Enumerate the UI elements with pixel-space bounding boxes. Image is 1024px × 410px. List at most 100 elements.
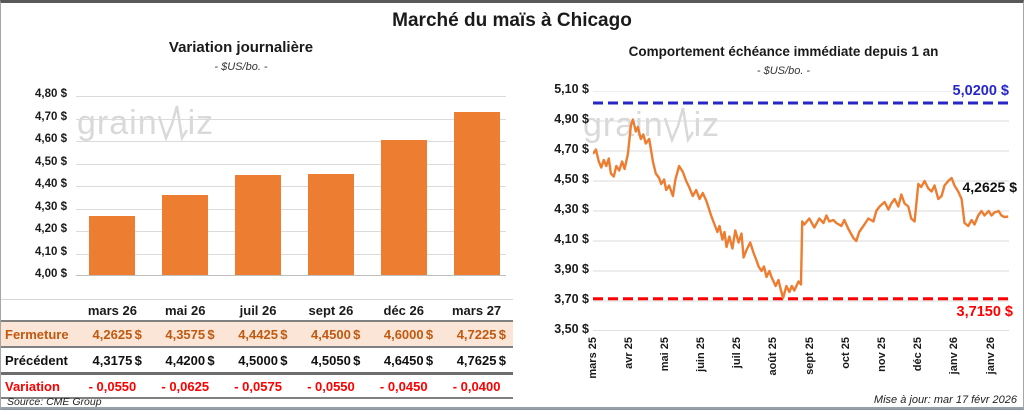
bar-y-tick-label: 4,00 $: [35, 268, 67, 280]
price-cell: - 0,0450: [367, 379, 440, 394]
price-cell: 4,6450 $: [367, 353, 440, 368]
price-cell: 4,7225 $: [440, 327, 513, 342]
price-value: 4,6000: [383, 326, 424, 342]
line-y-tick-label: 4,30 $: [554, 202, 589, 216]
line-x-tick-label: oct 25: [839, 337, 853, 374]
price-cell: 4,5050 $: [295, 353, 368, 368]
month-header-cell: mai 26: [165, 302, 206, 318]
line-chart-title: Comportement échéance immédiate depuis 1…: [628, 44, 939, 59]
price-value: 4,4200: [165, 352, 206, 368]
row-label-fermeture: Fermeture: [5, 326, 69, 342]
update-note: Mise à jour: mar 17 févr 2026: [873, 394, 1017, 406]
bar-sept 26[interactable]: [307, 173, 354, 275]
price-value: 4,3175: [92, 352, 133, 368]
table-row-fermeture: Fermeture 4,2625 $4,3575 $4,4425 $4,4500 $4,…: [1, 322, 513, 348]
bar-chart-title: Variation journalière: [168, 39, 314, 56]
bar-chart-plot-area: [76, 96, 513, 276]
watermark-text-grain: grain: [583, 106, 664, 144]
currency-symbol: $: [498, 352, 506, 368]
x-tick-text: juil 25: [731, 337, 744, 369]
price-series-line[interactable]: [591, 118, 1009, 300]
x-tick-text: oct 25: [839, 337, 852, 369]
price-value: 4,7625: [456, 352, 497, 368]
page-title: Marché du maïs à Chicago: [392, 10, 632, 31]
price-value: - 0,0550: [88, 378, 137, 394]
price-cell: 4,3575 $: [149, 327, 222, 342]
line-y-tick-label: 4,70 $: [554, 142, 589, 156]
bar-gridline: [76, 186, 506, 187]
line-x-tick-label: juin 25: [695, 337, 709, 377]
bar-gridline: [76, 118, 506, 120]
line-y-tick-label: 5,10 $: [554, 82, 589, 96]
line-x-tick-label: mars 25: [586, 337, 600, 384]
year-low-label: 3,7150 $: [956, 304, 1013, 320]
price-cell: 4,2625 $: [76, 327, 149, 342]
price-cell: 4,4200 $: [149, 353, 222, 368]
price-value: - 0,0550: [307, 378, 355, 394]
line-chart-plot-area: [591, 90, 1009, 332]
watermark-text-iz: iz: [187, 104, 215, 142]
bar-y-tick-label: 4,10 $: [35, 245, 67, 258]
grainwiz-watermark: grain iz: [583, 106, 720, 144]
price-value: - 0,0625: [161, 378, 210, 394]
x-tick-text: mai 25: [658, 337, 671, 372]
line-y-tick-label: 3,50 $: [554, 322, 589, 336]
grainwiz-watermark: grain iz: [77, 104, 214, 142]
bar-y-tick-label: 4,50 $: [35, 155, 67, 168]
month-header-cell: juil 26: [239, 302, 277, 318]
x-tick-text: avr 25: [622, 337, 635, 369]
line-chart-svg: [591, 90, 1009, 332]
bar-y-tick-label: 4,20 $: [35, 223, 67, 235]
bar-juil 26[interactable]: [235, 175, 282, 275]
currency-symbol: $: [207, 326, 215, 342]
currency-symbol: $: [134, 326, 142, 342]
currency-symbol: $: [425, 326, 434, 342]
line-y-tick-label: 4,50 $: [554, 172, 589, 186]
currency-symbol: $: [280, 326, 288, 342]
bar-gridline: [76, 141, 506, 142]
source-note: Source: CME Group: [7, 396, 102, 408]
line-x-tick-label: mai 25: [658, 337, 672, 376]
bar-axis-line: [76, 275, 506, 276]
watermark-zigzag-icon: [663, 107, 694, 144]
bar-mars 27[interactable]: [453, 112, 500, 275]
bar-mars 26[interactable]: [89, 215, 136, 275]
table-row-variation: Variation - 0,0550 - 0,0625 - 0,0575 - 0,05…: [1, 375, 513, 399]
line-x-tick-label: déc 25: [912, 337, 926, 376]
price-value: - 0,0400: [452, 378, 501, 394]
currency-symbol: $: [353, 326, 361, 342]
x-tick-text: nov 25: [876, 337, 888, 372]
month-header-cell: sept 26: [308, 302, 354, 318]
bar-gridline: [76, 163, 506, 165]
line-x-tick-label: janv 26: [948, 337, 962, 379]
price-cell: 4,3175 $: [76, 353, 149, 368]
price-cell: 4,7625 $: [440, 353, 513, 368]
line-chart-subtitle: - $US/bo. -: [756, 65, 811, 77]
bottom-strip: [1, 407, 1023, 409]
price-value: 4,4425: [238, 326, 278, 342]
month-header-cell: mars 27: [452, 302, 502, 318]
line-y-tick-label: 4,90 $: [554, 112, 589, 126]
line-x-tick-label: juil 25: [731, 337, 745, 373]
bar-gridline: [76, 231, 506, 232]
line-x-tick-label: août 25: [767, 337, 781, 381]
bar-y-tick-label: 4,30 $: [35, 200, 67, 213]
bar-mai 26[interactable]: [162, 194, 209, 275]
price-value: 4,5000: [238, 352, 278, 368]
price-cell: - 0,0550: [295, 379, 368, 394]
month-header-cell: mars 26: [87, 302, 137, 318]
currency-symbol: $: [498, 326, 506, 342]
price-cell: 4,4425 $: [222, 327, 295, 342]
futures-price-table: mars 26 mai 26 juil 26 sept 26 déc 26 mars 27…: [1, 299, 513, 399]
table-row-precedent: Précédent 4,3175 $4,4200 $4,5000 $4,5050 $4,…: [1, 348, 513, 375]
bar-gridline: [76, 208, 506, 210]
bar-déc 26[interactable]: [380, 140, 427, 275]
bar-y-tick-label: 4,60 $: [35, 133, 67, 145]
line-x-tick-label: janv 26: [984, 337, 998, 379]
price-cell: 4,6000 $: [367, 327, 440, 342]
x-tick-text: mars 25: [586, 337, 599, 379]
currency-symbol: $: [280, 352, 288, 368]
watermark-text-iz: iz: [693, 106, 721, 144]
bar-y-tick-label: 4,40 $: [35, 178, 67, 190]
